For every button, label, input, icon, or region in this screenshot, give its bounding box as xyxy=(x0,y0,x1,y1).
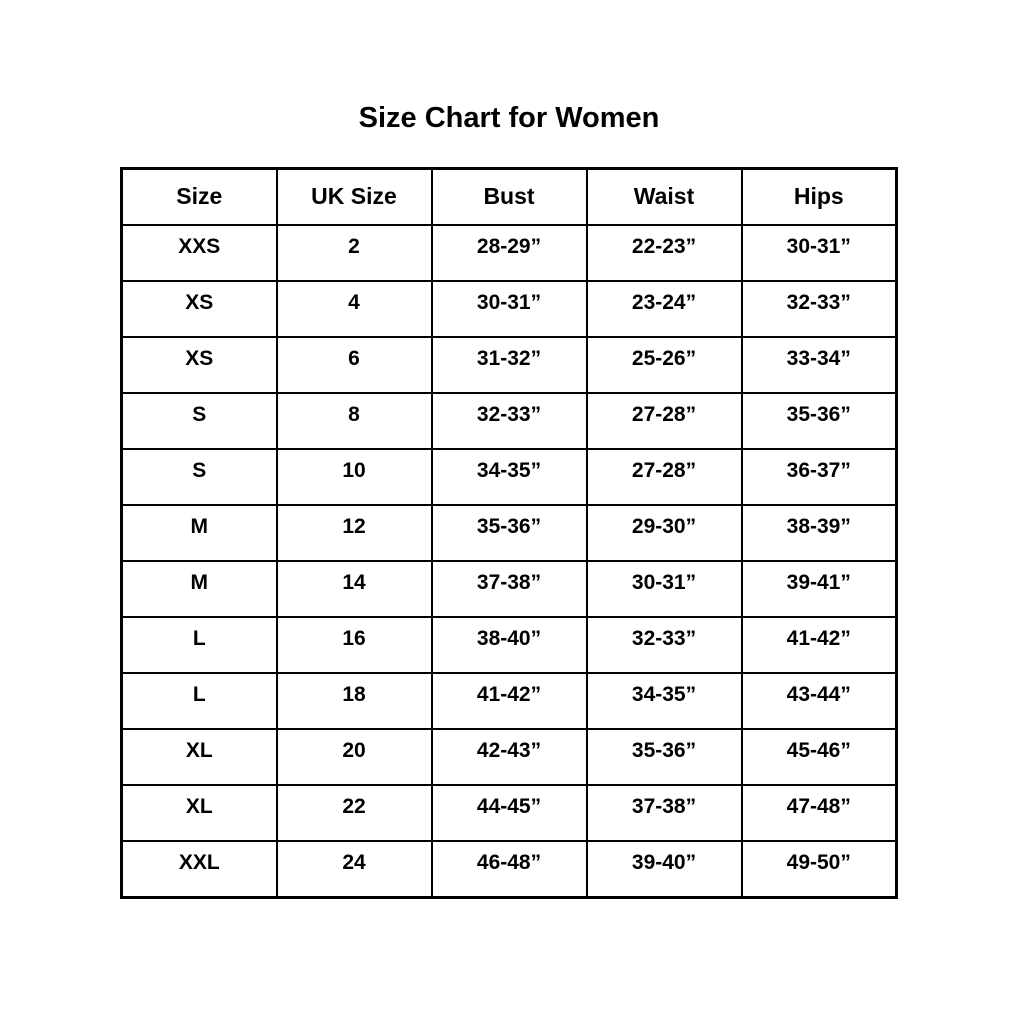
table-row: S 8 32-33” 27-28” 35-36” xyxy=(120,392,898,450)
cell-waist: 34-35” xyxy=(585,672,743,730)
cell-uk-size: 20 xyxy=(275,728,433,786)
cell-waist: 37-38” xyxy=(585,784,743,842)
cell-uk-size: 6 xyxy=(275,336,433,394)
cell-uk-size: 14 xyxy=(275,560,433,618)
size-chart-table: Size UK Size Bust Waist Hips XXS 2 28-29” 2… xyxy=(120,167,898,899)
cell-hips: 30-31” xyxy=(740,224,898,282)
cell-size: XXL xyxy=(120,840,278,899)
cell-bust: 32-33” xyxy=(430,392,588,450)
page-title: Size Chart for Women xyxy=(358,102,660,134)
table-row: XXS 2 28-29” 22-23” 30-31” xyxy=(120,224,898,282)
cell-hips: 45-46” xyxy=(740,728,898,786)
cell-size: L xyxy=(120,616,278,674)
cell-bust: 46-48” xyxy=(430,840,588,899)
column-header-waist: Waist xyxy=(585,167,743,226)
table-row: XS 6 31-32” 25-26” 33-34” xyxy=(120,336,898,394)
table-row: XL 20 42-43” 35-36” 45-46” xyxy=(120,728,898,786)
cell-uk-size: 8 xyxy=(275,392,433,450)
cell-size: S xyxy=(120,448,278,506)
cell-bust: 28-29” xyxy=(430,224,588,282)
column-header-size: Size xyxy=(120,167,278,226)
cell-waist: 29-30” xyxy=(585,504,743,562)
cell-uk-size: 24 xyxy=(275,840,433,899)
table-body: XXS 2 28-29” 22-23” 30-31” XS 4 30-31” 23-24” 32-… xyxy=(120,224,898,899)
cell-hips: 32-33” xyxy=(740,280,898,338)
cell-hips: 49-50” xyxy=(740,840,898,899)
cell-bust: 42-43” xyxy=(430,728,588,786)
table-row: XS 4 30-31” 23-24” 32-33” xyxy=(120,280,898,338)
table-row: M 12 35-36” 29-30” 38-39” xyxy=(120,504,898,562)
table-row: S 10 34-35” 27-28” 36-37” xyxy=(120,448,898,506)
cell-waist: 35-36” xyxy=(585,728,743,786)
cell-bust: 35-36” xyxy=(430,504,588,562)
cell-uk-size: 4 xyxy=(275,280,433,338)
table-row: L 18 41-42” 34-35” 43-44” xyxy=(120,672,898,730)
cell-hips: 43-44” xyxy=(740,672,898,730)
cell-size: XS xyxy=(120,336,278,394)
table-row: M 14 37-38” 30-31” 39-41” xyxy=(120,560,898,618)
cell-uk-size: 2 xyxy=(275,224,433,282)
cell-waist: 22-23” xyxy=(585,224,743,282)
table-row: XXL 24 46-48” 39-40” 49-50” xyxy=(120,840,898,899)
cell-waist: 23-24” xyxy=(585,280,743,338)
cell-size: XL xyxy=(120,728,278,786)
cell-waist: 27-28” xyxy=(585,392,743,450)
cell-size: XS xyxy=(120,280,278,338)
cell-bust: 41-42” xyxy=(430,672,588,730)
cell-uk-size: 12 xyxy=(275,504,433,562)
cell-hips: 33-34” xyxy=(740,336,898,394)
column-header-bust: Bust xyxy=(430,167,588,226)
cell-hips: 39-41” xyxy=(740,560,898,618)
cell-uk-size: 22 xyxy=(275,784,433,842)
cell-waist: 25-26” xyxy=(585,336,743,394)
table-row: XL 22 44-45” 37-38” 47-48” xyxy=(120,784,898,842)
cell-size: M xyxy=(120,504,278,562)
cell-bust: 38-40” xyxy=(430,616,588,674)
cell-bust: 34-35” xyxy=(430,448,588,506)
cell-bust: 37-38” xyxy=(430,560,588,618)
cell-hips: 35-36” xyxy=(740,392,898,450)
cell-bust: 31-32” xyxy=(430,336,588,394)
table-row: L 16 38-40” 32-33” 41-42” xyxy=(120,616,898,674)
cell-size: S xyxy=(120,392,278,450)
table-header: Size UK Size Bust Waist Hips xyxy=(120,167,898,226)
cell-uk-size: 10 xyxy=(275,448,433,506)
cell-waist: 39-40” xyxy=(585,840,743,899)
cell-waist: 32-33” xyxy=(585,616,743,674)
cell-size: M xyxy=(120,560,278,618)
cell-size: L xyxy=(120,672,278,730)
cell-size: XXS xyxy=(120,224,278,282)
cell-bust: 44-45” xyxy=(430,784,588,842)
cell-hips: 38-39” xyxy=(740,504,898,562)
cell-waist: 30-31” xyxy=(585,560,743,618)
column-header-hips: Hips xyxy=(740,167,898,226)
cell-uk-size: 18 xyxy=(275,672,433,730)
cell-hips: 41-42” xyxy=(740,616,898,674)
header-row: Size UK Size Bust Waist Hips xyxy=(120,167,898,226)
cell-hips: 47-48” xyxy=(740,784,898,842)
cell-waist: 27-28” xyxy=(585,448,743,506)
cell-bust: 30-31” xyxy=(430,280,588,338)
cell-hips: 36-37” xyxy=(740,448,898,506)
cell-uk-size: 16 xyxy=(275,616,433,674)
cell-size: XL xyxy=(120,784,278,842)
column-header-uk-size: UK Size xyxy=(275,167,433,226)
